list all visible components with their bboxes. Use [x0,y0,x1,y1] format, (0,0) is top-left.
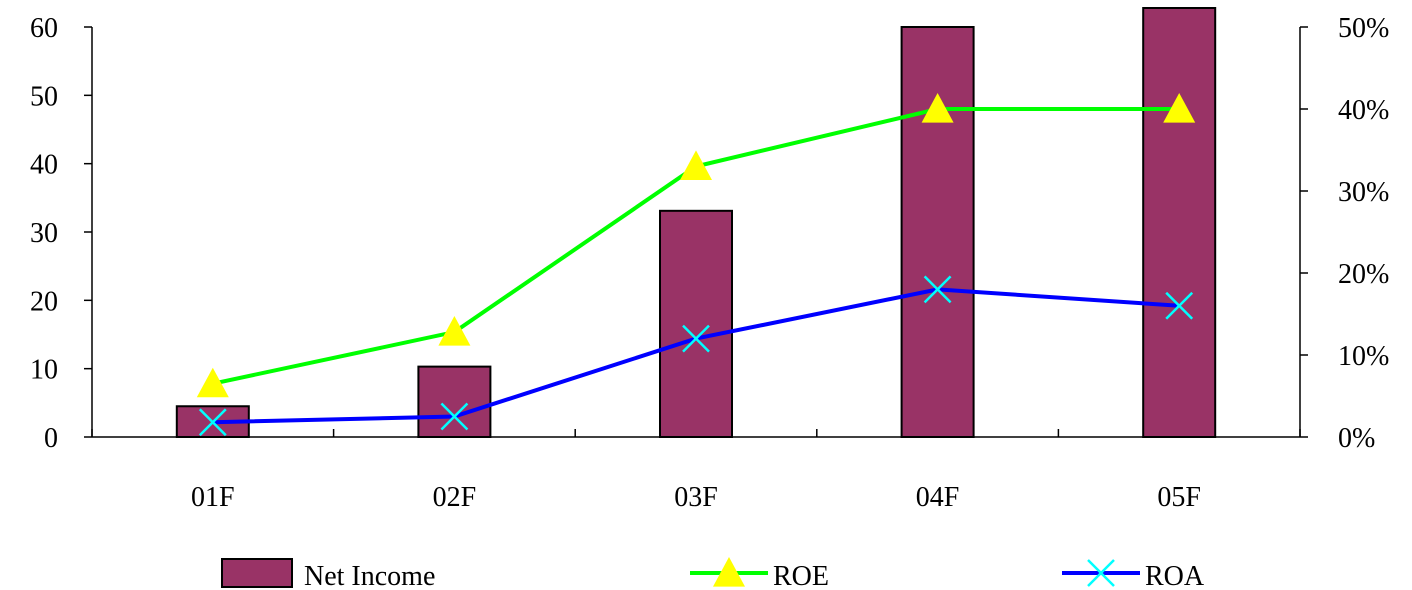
left-tick-label: 10 [30,355,58,386]
legend-label-roa: ROA [1145,561,1205,590]
left-tick-label: 60 [30,13,58,44]
x-tick-label: 03F [674,482,718,513]
bar-02f [417,365,492,438]
x-tick-label: 01F [191,482,235,513]
roa-point-04f [923,275,952,304]
legend-swatch-net-income [221,558,293,588]
roe-point-01f [196,367,229,398]
x-tick-label: 02F [433,482,477,513]
roe-point-04f [921,93,954,123]
legend: Net Income ROE ROA [221,557,1205,590]
roe-point-05f [1163,93,1196,123]
right-tick-label: 20% [1338,259,1389,290]
roa-point-02f [440,402,469,431]
legend-marker-roe [713,557,745,587]
axes-layer: 0 10 20 30 40 50 60 0% 10% 20% 30% 40% 50% 01F 02F 03F 0… [30,13,1389,513]
bar-03f [659,209,733,438]
bar-05f [1142,7,1217,438]
lines-layer [196,93,1196,437]
roe-point-03f [680,150,712,180]
right-tick-label: 30% [1338,177,1389,208]
right-tick-label: 10% [1338,341,1389,372]
legend-marker-roa [1087,559,1115,587]
right-tick-label: 0% [1338,423,1375,454]
roa-point-05f [1165,291,1194,320]
right-tick-label: 50% [1338,13,1389,44]
right-tick-label: 40% [1338,95,1389,126]
legend-label-net-income: Net Income [304,561,435,590]
left-tick-label: 20 [30,286,58,317]
roa-point-03f [682,324,710,353]
x-tick-label: 05F [1157,482,1201,513]
left-tick-label: 50 [30,81,58,112]
bar-04f [900,26,975,438]
x-tick-label: 04F [916,482,960,513]
roa-point-01f [198,408,227,437]
left-tick-label: 40 [30,150,58,181]
roe-point-02f [438,316,471,346]
left-tick-label: 30 [30,218,58,249]
left-tick-label: 0 [44,423,58,454]
bars-layer [175,7,1217,438]
legend-label-roe: ROE [773,561,829,590]
